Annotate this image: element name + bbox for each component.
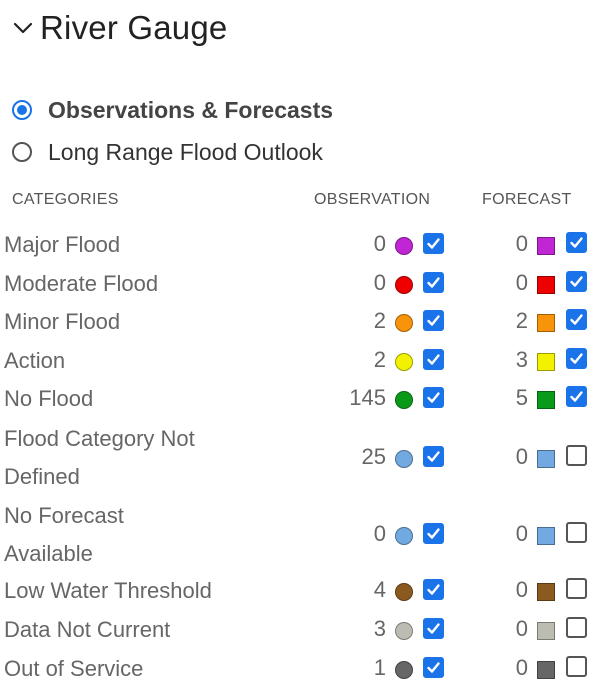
forecast-checkbox[interactable] bbox=[566, 309, 587, 330]
observation-color-swatch bbox=[395, 237, 413, 255]
observation-checkbox[interactable] bbox=[423, 233, 444, 254]
category-label: No Forecast bbox=[4, 503, 124, 528]
observation-color-swatch bbox=[395, 276, 413, 294]
forecast-color-swatch bbox=[537, 450, 555, 468]
forecast-checkbox[interactable] bbox=[566, 232, 587, 253]
observation-count: 0 bbox=[373, 521, 386, 546]
observation-color-swatch bbox=[395, 583, 413, 601]
category-label: Moderate Flood bbox=[4, 271, 159, 296]
forecast-count: 0 bbox=[515, 521, 528, 546]
forecast-color-swatch bbox=[537, 622, 555, 640]
forecast-checkbox[interactable] bbox=[566, 348, 587, 369]
forecast-color-swatch bbox=[537, 527, 555, 545]
observation-count: 0 bbox=[373, 231, 386, 256]
observation-count: 25 bbox=[361, 444, 386, 469]
observation-count: 145 bbox=[349, 385, 386, 410]
category-label: Major Flood bbox=[4, 232, 121, 257]
forecast-color-swatch bbox=[537, 661, 555, 679]
observation-count: 3 bbox=[373, 616, 386, 641]
category-label: Minor Flood bbox=[4, 309, 121, 334]
category-label: No Flood bbox=[4, 386, 94, 411]
forecast-color-swatch bbox=[537, 583, 555, 601]
forecast-color-swatch bbox=[537, 237, 555, 255]
radio-observations-forecasts[interactable] bbox=[12, 100, 32, 120]
forecast-count: 2 bbox=[515, 308, 528, 333]
observation-checkbox[interactable] bbox=[423, 618, 444, 639]
forecast-count: 5 bbox=[515, 385, 528, 410]
forecast-count: 0 bbox=[515, 231, 528, 256]
category-label: Out of Service bbox=[4, 656, 144, 681]
forecast-checkbox[interactable] bbox=[566, 578, 587, 599]
observation-count: 4 bbox=[373, 577, 386, 602]
forecast-checkbox[interactable] bbox=[566, 522, 587, 543]
forecast-checkbox[interactable] bbox=[566, 617, 587, 638]
category-label: Defined bbox=[4, 464, 80, 489]
mode-option-observations-forecasts[interactable]: Observations & Forecasts bbox=[12, 95, 333, 125]
chevron-down-icon[interactable] bbox=[8, 13, 38, 43]
forecast-color-swatch bbox=[537, 353, 555, 371]
river-gauge-header[interactable]: River Gauge bbox=[8, 6, 227, 50]
categories-column-header: CATEGORIES bbox=[12, 191, 119, 208]
forecast-count: 0 bbox=[515, 577, 528, 602]
observation-checkbox[interactable] bbox=[423, 387, 444, 408]
category-label: Data Not Current bbox=[4, 617, 171, 642]
forecast-column-header: FORECAST bbox=[482, 191, 572, 208]
observation-color-swatch bbox=[395, 622, 413, 640]
observation-color-swatch bbox=[395, 314, 413, 332]
mode-label: Long Range Flood Outlook bbox=[48, 138, 323, 165]
forecast-checkbox[interactable] bbox=[566, 656, 587, 677]
forecast-color-swatch bbox=[537, 391, 555, 409]
forecast-count: 0 bbox=[515, 655, 528, 680]
observation-checkbox[interactable] bbox=[423, 523, 444, 544]
mode-option-long-range-outlook[interactable]: Long Range Flood Outlook bbox=[12, 137, 323, 167]
radio-long-range-outlook[interactable] bbox=[12, 142, 32, 162]
observation-checkbox[interactable] bbox=[423, 272, 444, 293]
observation-color-swatch bbox=[395, 661, 413, 679]
category-label: Action bbox=[4, 348, 66, 373]
forecast-count: 3 bbox=[515, 347, 528, 372]
observation-checkbox[interactable] bbox=[423, 446, 444, 467]
category-label: Available bbox=[4, 541, 93, 566]
observation-color-swatch bbox=[395, 391, 413, 409]
forecast-count: 0 bbox=[515, 444, 528, 469]
observation-count: 2 bbox=[373, 347, 386, 372]
observation-count: 2 bbox=[373, 308, 386, 333]
category-label: Flood Category Not bbox=[4, 426, 195, 451]
observation-color-swatch bbox=[395, 450, 413, 468]
observation-column-header: OBSERVATION bbox=[314, 191, 431, 208]
forecast-checkbox[interactable] bbox=[566, 271, 587, 292]
forecast-checkbox[interactable] bbox=[566, 386, 587, 407]
observation-count: 1 bbox=[373, 655, 386, 680]
forecast-color-swatch bbox=[537, 276, 555, 294]
observation-count: 0 bbox=[373, 270, 386, 295]
mode-label: Observations & Forecasts bbox=[48, 96, 334, 123]
section-title: River Gauge bbox=[40, 9, 228, 46]
forecast-count: 0 bbox=[515, 270, 528, 295]
category-label: Low Water Threshold bbox=[4, 578, 212, 603]
observation-color-swatch bbox=[395, 527, 413, 545]
forecast-count: 0 bbox=[515, 616, 528, 641]
observation-checkbox[interactable] bbox=[423, 579, 444, 600]
forecast-checkbox[interactable] bbox=[566, 445, 587, 466]
observation-color-swatch bbox=[395, 353, 413, 371]
forecast-color-swatch bbox=[537, 314, 555, 332]
observation-checkbox[interactable] bbox=[423, 310, 444, 331]
observation-checkbox[interactable] bbox=[423, 349, 444, 370]
observation-checkbox[interactable] bbox=[423, 657, 444, 678]
